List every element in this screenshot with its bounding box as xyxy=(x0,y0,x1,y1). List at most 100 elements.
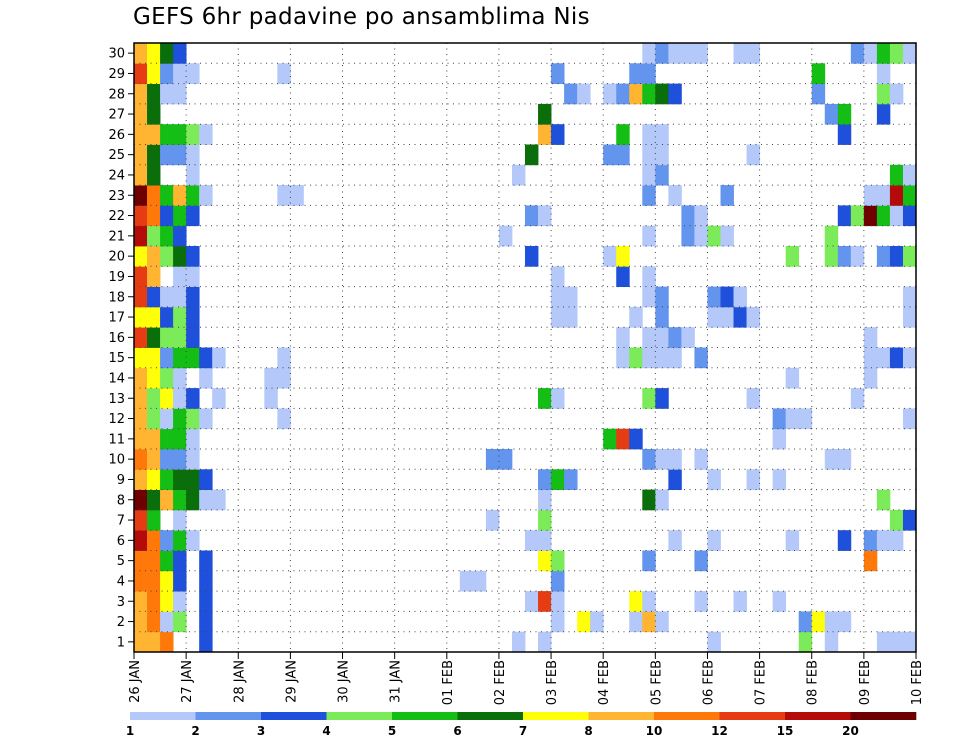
heatmap-cell xyxy=(876,103,891,125)
heatmap-cell xyxy=(186,185,200,206)
heatmap-cell xyxy=(616,144,630,166)
heatmap-cell xyxy=(642,591,656,612)
heatmap-cell xyxy=(134,408,148,430)
heatmap-cell xyxy=(655,144,669,166)
heatmap-cell xyxy=(902,509,916,531)
heatmap-cell xyxy=(616,266,630,287)
legend-label: 8 xyxy=(584,724,592,738)
legend-swatch xyxy=(326,712,393,720)
heatmap-cell xyxy=(147,367,161,389)
heatmap-cell xyxy=(681,327,695,348)
heatmap-cell xyxy=(655,347,669,369)
heatmap-cell xyxy=(186,489,200,511)
heatmap-cell xyxy=(160,631,174,653)
heatmap-cell xyxy=(147,469,161,490)
heatmap-cell xyxy=(160,530,174,551)
heatmap-cell xyxy=(876,246,891,267)
heatmap-cell xyxy=(694,591,708,612)
heatmap-cell xyxy=(212,489,226,511)
heatmap-cell xyxy=(642,83,656,105)
heatmap-cell xyxy=(837,246,852,267)
heatmap-cell xyxy=(850,205,865,227)
heatmap-cell xyxy=(538,530,552,551)
heatmap-cell xyxy=(642,550,656,572)
legend-label: 5 xyxy=(388,724,396,738)
heatmap-cell xyxy=(511,164,526,186)
heatmap-cell xyxy=(212,347,226,369)
heatmap-cell xyxy=(785,367,800,389)
heatmap-cell xyxy=(199,631,213,653)
heatmap-cell xyxy=(134,347,148,369)
heatmap-cell xyxy=(538,469,552,490)
heatmap-cell xyxy=(173,550,187,572)
heatmap-cell xyxy=(590,611,604,633)
heatmap-cell xyxy=(160,246,174,267)
heatmap-cell xyxy=(277,347,291,369)
y-tick-label: 1 xyxy=(117,635,125,650)
legend-swatch xyxy=(850,712,917,720)
heatmap-cell xyxy=(134,611,148,633)
heatmap-cell xyxy=(850,246,865,267)
y-tick-label: 24 xyxy=(108,168,125,183)
heatmap-cell xyxy=(902,347,916,369)
heatmap-cell xyxy=(199,347,213,369)
heatmap-cell xyxy=(134,631,148,653)
heatmap-cell xyxy=(603,246,617,267)
grid-lines xyxy=(134,43,916,652)
heatmap-cell xyxy=(134,43,148,64)
heatmap-cell xyxy=(160,124,174,145)
heatmap-cell xyxy=(837,205,852,227)
heatmap-cell xyxy=(186,428,200,450)
heatmap-cell xyxy=(134,428,148,450)
heatmap-cell xyxy=(551,550,565,572)
y-tick-label: 17 xyxy=(108,311,125,326)
heatmap-cell xyxy=(134,509,148,531)
heatmap-cell xyxy=(173,286,187,308)
heatmap-cell xyxy=(902,185,916,206)
y-tick-label: 4 xyxy=(117,574,125,589)
heatmap-cell xyxy=(824,631,839,653)
heatmap-cell xyxy=(199,550,213,572)
heatmap-cell xyxy=(720,306,734,328)
heatmap-cell xyxy=(173,611,187,633)
heatmap-cell xyxy=(746,388,760,409)
heatmap-cell xyxy=(485,449,500,470)
heatmap-cell xyxy=(551,124,565,145)
heatmap-cell xyxy=(147,489,161,511)
heatmap-cell xyxy=(642,611,656,633)
heatmap-cell xyxy=(629,611,643,633)
heatmap-cell xyxy=(186,408,200,430)
heatmap-cell xyxy=(889,347,904,369)
legend-swatch xyxy=(457,712,524,720)
heatmap-cell xyxy=(876,347,891,369)
heatmap-cell xyxy=(837,449,852,470)
heatmap-cell xyxy=(902,306,916,328)
heatmap-cell xyxy=(186,63,200,84)
y-tick-label: 25 xyxy=(108,148,125,163)
x-tick-label: 10 FEB xyxy=(910,660,925,705)
heatmap-cell xyxy=(498,449,513,470)
x-tick-label: 06 FEB xyxy=(701,660,716,705)
heatmap-cell xyxy=(863,205,878,227)
heatmap-cell xyxy=(733,306,747,328)
heatmap-cell xyxy=(863,347,878,369)
heatmap-cell xyxy=(147,103,161,125)
y-axis-ticks: 1234567891011121314151617181920212223242… xyxy=(108,47,134,650)
heatmap-cell xyxy=(902,43,916,64)
heatmap-cell xyxy=(134,306,148,328)
legend-swatch xyxy=(130,712,196,720)
heatmap-cell xyxy=(173,367,187,389)
heatmap-cell xyxy=(160,591,174,612)
legend-label: 3 xyxy=(257,724,265,738)
heatmap-cell xyxy=(733,43,747,64)
heatmap-cell xyxy=(655,449,669,470)
heatmap-cell xyxy=(707,225,721,247)
heatmap-cell xyxy=(707,469,721,490)
heatmap-cell xyxy=(160,347,174,369)
heatmap-cell xyxy=(863,367,878,389)
heatmap-cell xyxy=(538,591,552,612)
heatmap-cell xyxy=(876,63,891,84)
x-tick-label: 29 JAN xyxy=(284,660,299,703)
heatmap-cell xyxy=(642,388,656,409)
heatmap-cell xyxy=(147,185,161,206)
